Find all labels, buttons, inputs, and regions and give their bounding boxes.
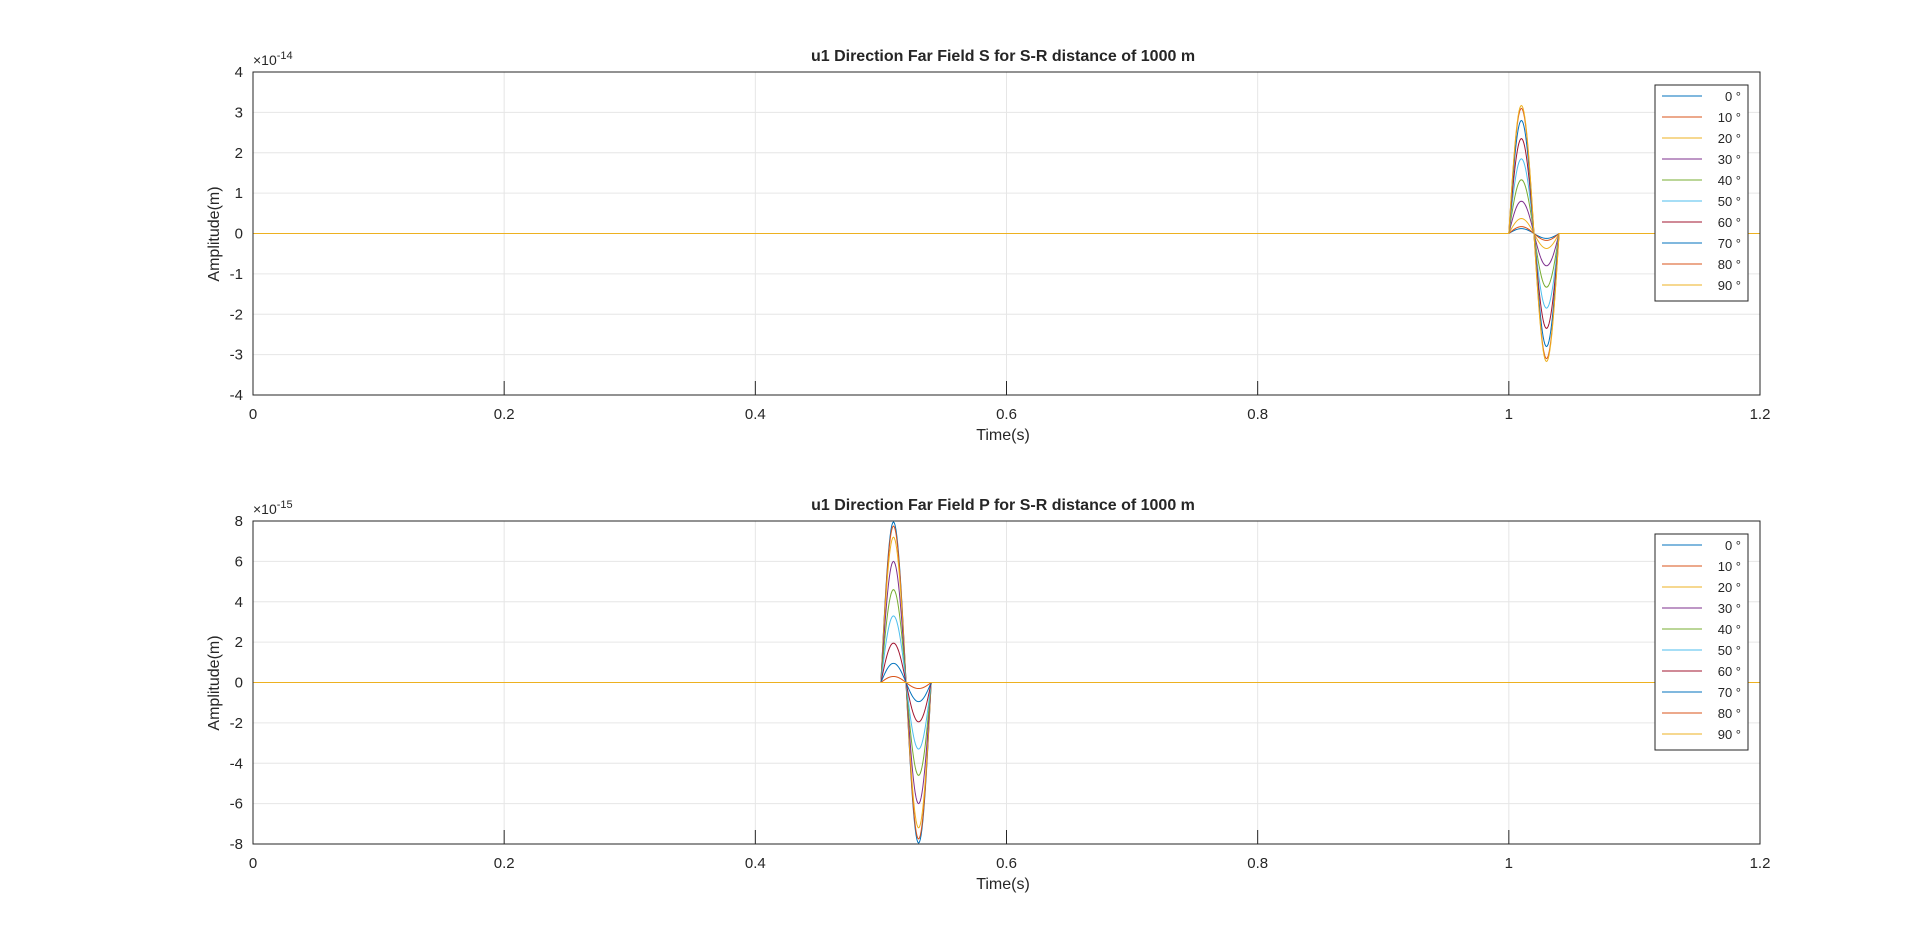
subplot-s-legend-entry: 80 ° bbox=[1718, 257, 1741, 272]
subplot-p-legend-entry: 70 ° bbox=[1718, 685, 1741, 700]
subplot-p-axes-box bbox=[252, 520, 1761, 845]
subplot-s-xtick-label: 0.4 bbox=[745, 406, 766, 423]
subplot-s-legend[interactable]: 0 ° 10 ° 20 ° 30 ° 40 ° 50 ° 60 ° 70 ° 80 ° 90 ° bbox=[1654, 84, 1749, 302]
subplot-s-title: u1 Direction Far Field S for S-R distanc… bbox=[811, 48, 1195, 65]
subplot-s-legend-entry: 50 ° bbox=[1718, 194, 1741, 209]
subplot-s-legend-entry: 0 ° bbox=[1725, 89, 1741, 104]
subplot-s-xlabel: Time(s) bbox=[976, 427, 1030, 444]
subplot-p-xlabel: Time(s) bbox=[976, 876, 1030, 893]
subplot-s-xtick-label: 1 bbox=[1505, 406, 1513, 423]
subplot-s-wave: u1 Direction Far Field S for S-R distanc… bbox=[206, 48, 1770, 444]
subplot-s-legend-entry: 90 ° bbox=[1718, 278, 1741, 293]
subplot-s-ytick-label: 2 bbox=[235, 145, 243, 162]
subplot-s-ytick-label: 4 bbox=[235, 64, 243, 81]
subplot-p-ytick-label: 6 bbox=[235, 553, 243, 570]
subplot-s-series-line bbox=[253, 104, 1760, 363]
subplot-p-exponent: ×10-15 bbox=[253, 499, 293, 517]
subplot-p-legend-entry: 80 ° bbox=[1718, 706, 1741, 721]
subplot-p-ytick-label: 4 bbox=[235, 594, 243, 611]
subplot-s-series bbox=[253, 104, 1760, 363]
subplot-p-xtick-label: 0.6 bbox=[996, 855, 1017, 872]
subplot-p-xtick-label: 0.8 bbox=[1247, 855, 1268, 872]
subplot-s-ylabel: Amplitude(m) bbox=[206, 186, 223, 281]
subplot-p-ytick-label: 2 bbox=[235, 634, 243, 651]
subplot-s-exponent: ×10-14 bbox=[253, 50, 293, 68]
subplot-s-xtick-label: 1.2 bbox=[1750, 406, 1771, 423]
subplot-s-xtick-label: 0.8 bbox=[1247, 406, 1268, 423]
subplot-p-wave: u1 Direction Far Field P for S-R distanc… bbox=[206, 497, 1770, 893]
subplot-p-xtick-label: 0.2 bbox=[494, 855, 515, 872]
subplot-p-ytick-label: -2 bbox=[230, 715, 243, 732]
subplot-s-legend-entry: 30 ° bbox=[1718, 152, 1741, 167]
subplot-p-series bbox=[253, 521, 1760, 844]
subplot-p-xtick-label: 0.4 bbox=[745, 855, 766, 872]
subplot-p-ytick-label: 8 bbox=[235, 513, 243, 530]
subplot-s-legend-box bbox=[1654, 84, 1749, 302]
subplot-s-legend-entry: 10 ° bbox=[1718, 110, 1741, 125]
subplot-s-ticks: 0 0.2 0.4 0.6 0.8 1 1.2 -4 -3 -2 -1 0 1 2 3 4 bbox=[230, 64, 1771, 423]
subplot-p-ylabel: Amplitude(m) bbox=[206, 635, 223, 730]
subplot-p-legend-entry: 0 ° bbox=[1725, 538, 1741, 553]
subplot-s-ytick-label: -1 bbox=[230, 266, 243, 283]
subplot-s-xtick-label: 0.2 bbox=[494, 406, 515, 423]
subplot-p-legend-entry: 60 ° bbox=[1718, 664, 1741, 679]
subplot-s-ytick-label: 1 bbox=[235, 185, 243, 202]
subplot-p-legend-entry: 90 ° bbox=[1718, 727, 1741, 742]
subplot-s-axes-box bbox=[252, 71, 1761, 396]
subplot-p-xtick-label: 1 bbox=[1505, 855, 1513, 872]
subplot-s-xtick-label: 0 bbox=[249, 406, 257, 423]
subplot-s-legend-entry: 40 ° bbox=[1718, 173, 1741, 188]
subplot-p-legend-entry: 20 ° bbox=[1718, 580, 1741, 595]
subplot-p-legend-entry: 40 ° bbox=[1718, 622, 1741, 637]
subplot-p-xtick-label: 0 bbox=[249, 855, 257, 872]
subplot-s-ytick-label: 0 bbox=[235, 226, 243, 243]
subplot-s-ytick-label: -2 bbox=[230, 306, 243, 323]
subplot-p-legend-entry: 50 ° bbox=[1718, 643, 1741, 658]
subplot-s-xtick-label: 0.6 bbox=[996, 406, 1017, 423]
subplot-p-ytick-label: -4 bbox=[230, 755, 243, 772]
subplot-p-legend-entry: 10 ° bbox=[1718, 559, 1741, 574]
subplot-p-ytick-label: -8 bbox=[230, 836, 243, 853]
subplot-p-ytick-label: -6 bbox=[230, 796, 243, 813]
subplot-s-legend-entry: 20 ° bbox=[1718, 131, 1741, 146]
subplot-p-legend[interactable]: 0 ° 10 ° 20 ° 30 ° 40 ° 50 ° 60 ° 70 ° 80 ° 90 ° bbox=[1654, 533, 1749, 751]
subplot-p-ticks: 0 0.2 0.4 0.6 0.8 1 1.2 -8 -6 -4 -2 0 2 4 6 8 bbox=[230, 513, 1771, 872]
subplot-p-legend-entry: 30 ° bbox=[1718, 601, 1741, 616]
subplot-s-legend-entry: 70 ° bbox=[1718, 236, 1741, 251]
subplot-s-legend-entry: 60 ° bbox=[1718, 215, 1741, 230]
subplot-s-ytick-label: 3 bbox=[235, 104, 243, 121]
subplot-p-legend-box bbox=[1654, 533, 1749, 751]
subplot-s-ytick-label: -4 bbox=[230, 387, 243, 404]
subplot-p-xtick-label: 1.2 bbox=[1750, 855, 1771, 872]
subplot-p-title: u1 Direction Far Field P for S-R distanc… bbox=[811, 497, 1195, 514]
subplot-s-ytick-label: -3 bbox=[230, 347, 243, 364]
subplot-p-ytick-label: 0 bbox=[235, 675, 243, 692]
